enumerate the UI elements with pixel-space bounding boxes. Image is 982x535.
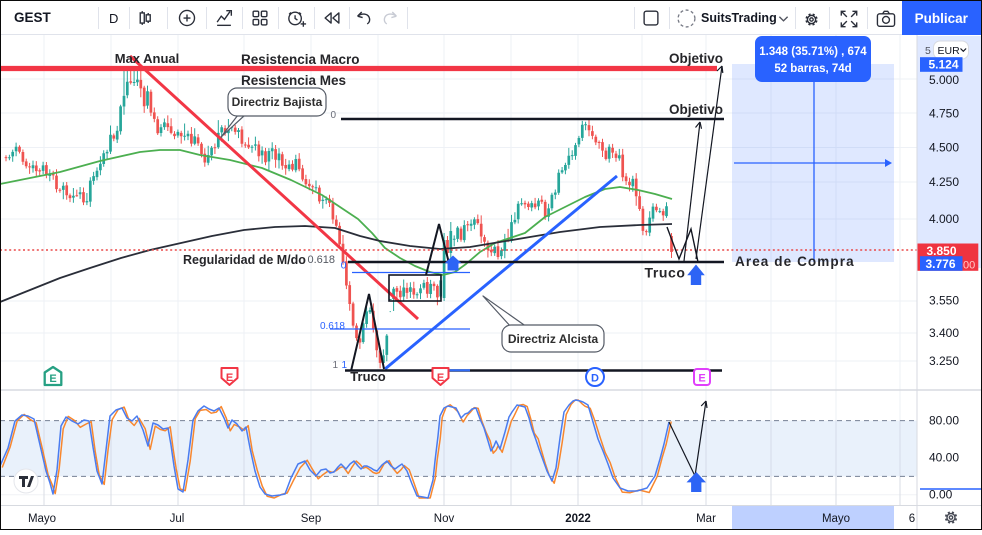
- svg-text:0.00: 0.00: [929, 488, 953, 502]
- svg-text:Directriz Bajista: Directriz Bajista: [232, 95, 323, 109]
- svg-text:Resistencia Mes: Resistencia Mes: [241, 73, 346, 88]
- svg-text:Area de Compra: Area de Compra: [735, 254, 855, 269]
- svg-text:Objetivo: Objetivo: [669, 51, 723, 66]
- svg-text:Jul: Jul: [170, 513, 185, 525]
- svg-text:1: 1: [341, 360, 347, 371]
- svg-text:Truco: Truco: [644, 265, 685, 281]
- svg-text:3.250: 3.250: [929, 354, 959, 368]
- svg-text:Directriz Alcista: Directriz Alcista: [508, 332, 599, 346]
- svg-text:E: E: [698, 373, 705, 385]
- svg-text:Truco: Truco: [350, 369, 385, 384]
- svg-text:4.750: 4.750: [929, 107, 959, 121]
- svg-text:Mayo: Mayo: [822, 513, 850, 525]
- svg-text:00: 00: [963, 260, 975, 272]
- svg-text:Nov: Nov: [434, 513, 455, 525]
- svg-text:Objetivo: Objetivo: [669, 102, 723, 117]
- svg-text:1.348 (35.71%) , 674: 1.348 (35.71%) , 674: [759, 46, 867, 58]
- svg-text:3.776: 3.776: [926, 257, 956, 271]
- svg-text:0.618: 0.618: [307, 254, 335, 266]
- svg-text:Mar: Mar: [696, 513, 716, 525]
- svg-text:E: E: [226, 372, 233, 384]
- svg-text:0.618: 0.618: [320, 321, 345, 332]
- svg-text:4.250: 4.250: [929, 175, 959, 189]
- svg-text:52 barras, 74d: 52 barras, 74d: [774, 63, 851, 75]
- svg-text:80.00: 80.00: [929, 414, 959, 428]
- svg-text:0: 0: [341, 260, 347, 272]
- svg-text:4.500: 4.500: [929, 141, 959, 155]
- svg-text:4.000: 4.000: [929, 212, 959, 226]
- svg-text:Mayo: Mayo: [28, 513, 56, 525]
- svg-text:E: E: [49, 373, 56, 385]
- svg-text:2022: 2022: [565, 513, 591, 525]
- svg-text:6: 6: [909, 513, 915, 525]
- svg-text:Max Anual: Max Anual: [115, 51, 180, 66]
- svg-text:E: E: [437, 372, 444, 384]
- svg-text:D: D: [591, 373, 599, 385]
- svg-text:1: 1: [332, 360, 338, 371]
- svg-text:40.00: 40.00: [929, 451, 959, 465]
- svg-text:3.850: 3.850: [927, 244, 957, 258]
- svg-text:3.400: 3.400: [929, 326, 959, 340]
- svg-text:5.000: 5.000: [929, 73, 959, 87]
- svg-text:Resistencia Macro: Resistencia Macro: [241, 52, 360, 67]
- svg-text:3.550: 3.550: [929, 294, 959, 308]
- svg-text:5.124: 5.124: [929, 58, 959, 72]
- svg-text:0: 0: [330, 110, 336, 121]
- svg-text:Regularidad de M/do: Regularidad de M/do: [183, 253, 306, 267]
- svg-text:5: 5: [925, 45, 931, 57]
- svg-text:EUR: EUR: [938, 45, 961, 57]
- svg-text:Sep: Sep: [301, 513, 321, 525]
